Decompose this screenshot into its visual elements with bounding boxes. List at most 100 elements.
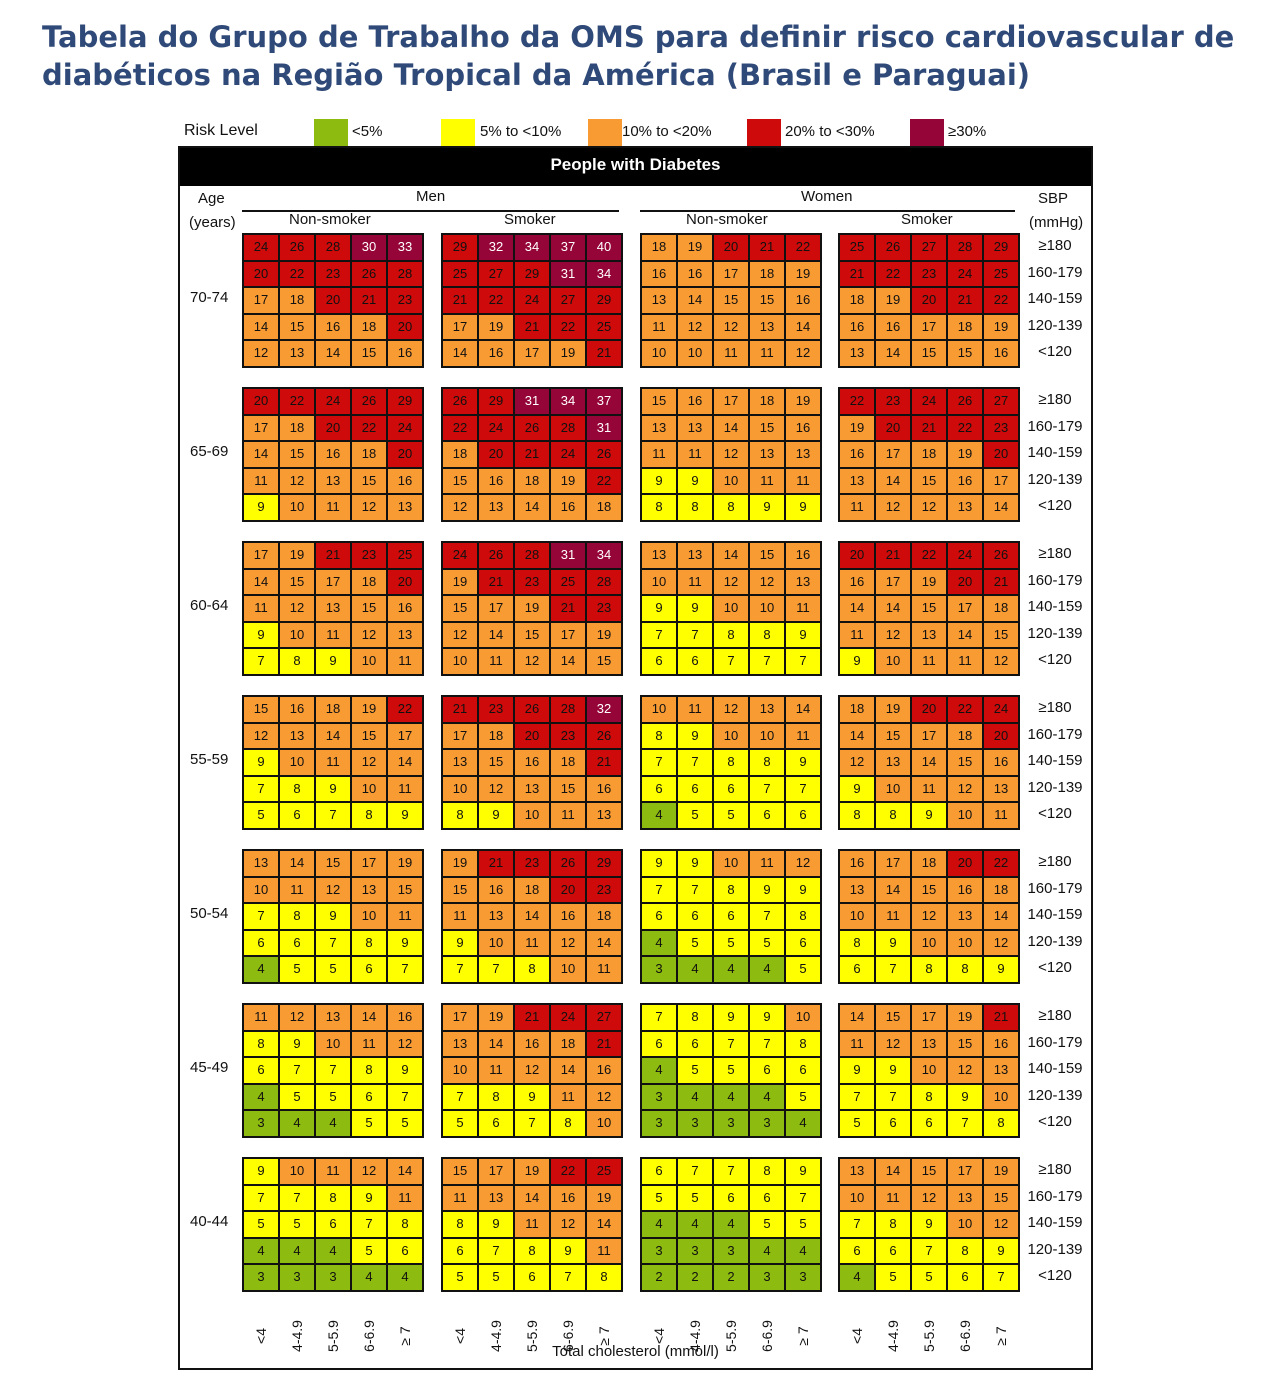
risk-cell: 11 xyxy=(984,803,1018,828)
risk-cell: 16 xyxy=(840,569,874,595)
risk-cell: 6 xyxy=(642,649,676,674)
risk-cell: 12 xyxy=(587,1084,621,1110)
risk-cell: 13 xyxy=(443,750,477,775)
risk-cell: 7 xyxy=(642,750,676,775)
risk-cell: 11 xyxy=(443,1185,477,1211)
risk-cell: 6 xyxy=(244,1058,278,1083)
risk-cell: 5 xyxy=(316,957,350,982)
risk-cell: 16 xyxy=(316,442,350,467)
risk-cell: 13 xyxy=(948,495,982,520)
risk-cell: 21 xyxy=(587,1031,621,1057)
sbp-label: 160-179 xyxy=(1027,1187,1083,1205)
risk-cell: 15 xyxy=(750,543,784,568)
risk-cell: 16 xyxy=(515,1031,549,1057)
risk-cell: 12 xyxy=(714,314,748,340)
risk-cell: 9 xyxy=(750,877,784,903)
risk-cell: 11 xyxy=(750,468,784,494)
risk-cell: 21 xyxy=(587,341,621,366)
risk-cell: 8 xyxy=(280,776,314,802)
risk-cell: 9 xyxy=(984,1238,1018,1264)
risk-cell: 17 xyxy=(515,341,549,366)
risk-grid: 13 14 15 17 19 10 11 12 13 15 7 8 9 10 11 6 6 7 8 9 4 5 5 6 7 xyxy=(242,849,424,984)
risk-cell: 28 xyxy=(515,543,549,568)
risk-cell: 9 xyxy=(479,803,513,828)
risk-cell: 14 xyxy=(244,314,278,340)
risk-cell: 29 xyxy=(587,851,621,876)
risk-cell: 37 xyxy=(551,235,585,260)
risk-cell: 18 xyxy=(280,288,314,313)
risk-cell: 11 xyxy=(786,468,820,494)
risk-cell: 7 xyxy=(244,649,278,674)
risk-cell: 28 xyxy=(388,261,422,287)
risk-cell: 26 xyxy=(551,851,585,876)
risk-cell: 8 xyxy=(678,1005,712,1030)
risk-cell: 12 xyxy=(912,495,946,520)
risk-cell: 9 xyxy=(388,803,422,828)
risk-cell: 15 xyxy=(750,415,784,441)
risk-cell: 12 xyxy=(352,750,386,775)
risk-cell: 14 xyxy=(786,697,820,722)
risk-cell: 13 xyxy=(984,776,1018,802)
risk-cell: 14 xyxy=(840,596,874,621)
risk-cell: 18 xyxy=(352,442,386,467)
risk-cell: 9 xyxy=(551,1238,585,1264)
risk-cell: 25 xyxy=(840,235,874,260)
risk-grid: 15 16 17 18 19 13 13 14 15 16 11 11 12 13 13 9 9 10 11 11 8 8… xyxy=(640,387,822,522)
women-smoker-header: Smoker xyxy=(901,211,953,228)
risk-grid: 20 21 22 24 26 16 17 19 20 21 14 14 15 17 18 11 12 13 14 15… xyxy=(838,541,1020,676)
risk-cell: 4 xyxy=(840,1265,874,1290)
risk-cell: 8 xyxy=(912,1084,946,1110)
risk-cell: 18 xyxy=(750,389,784,414)
risk-cell: 13 xyxy=(912,622,946,648)
risk-cell: 8 xyxy=(352,1058,386,1083)
risk-cell: 12 xyxy=(388,1031,422,1057)
risk-cell: 14 xyxy=(714,543,748,568)
risk-cell: 3 xyxy=(678,1238,712,1264)
risk-cell: 4 xyxy=(750,1084,784,1110)
risk-cell: 16 xyxy=(388,341,422,366)
risk-cell: 10 xyxy=(515,803,549,828)
risk-cell: 28 xyxy=(551,415,585,441)
risk-cell: 4 xyxy=(750,957,784,982)
risk-cell: 8 xyxy=(714,750,748,775)
risk-cell: 26 xyxy=(352,261,386,287)
risk-cell: 11 xyxy=(388,649,422,674)
risk-cell: 10 xyxy=(912,930,946,956)
risk-grid: 16 17 18 20 22 13 14 15 16 18 10 11 12 13 14 8 9 10 10 12 6 7… xyxy=(838,849,1020,984)
risk-cell: 14 xyxy=(876,596,910,621)
sbp-label: 160-179 xyxy=(1027,725,1083,743)
risk-cell: 11 xyxy=(352,1031,386,1057)
risk-cell: 16 xyxy=(388,596,422,621)
risk-cell: 5 xyxy=(714,930,748,956)
risk-cell: 13 xyxy=(388,495,422,520)
risk-cell: 28 xyxy=(948,235,982,260)
risk-cell: 11 xyxy=(316,495,350,520)
risk-cell: 19 xyxy=(948,442,982,467)
risk-cell: 12 xyxy=(479,776,513,802)
risk-cell: 14 xyxy=(786,314,820,340)
risk-cell: 4 xyxy=(786,1238,820,1264)
risk-cell: 21 xyxy=(750,235,784,260)
risk-cell: 9 xyxy=(786,622,820,648)
risk-cell: 5 xyxy=(244,803,278,828)
risk-cell: 26 xyxy=(984,543,1018,568)
risk-cell: 14 xyxy=(551,649,585,674)
risk-cell: 13 xyxy=(479,1185,513,1211)
risk-cell: 29 xyxy=(984,235,1018,260)
sbp-label: 140-159 xyxy=(1027,290,1083,308)
risk-cell: 3 xyxy=(714,1238,748,1264)
legend-item-label: <5% xyxy=(352,123,383,140)
risk-cell: 26 xyxy=(515,415,549,441)
risk-cell: 12 xyxy=(876,495,910,520)
risk-cell: 17 xyxy=(316,569,350,595)
risk-cell: 19 xyxy=(515,1159,549,1184)
risk-cell: 26 xyxy=(587,723,621,749)
risk-cell: 15 xyxy=(948,1031,982,1057)
risk-cell: 10 xyxy=(280,495,314,520)
risk-cell: 28 xyxy=(587,569,621,595)
risk-cell: 19 xyxy=(352,697,386,722)
risk-cell: 7 xyxy=(786,776,820,802)
risk-cell: 7 xyxy=(642,877,676,903)
risk-cell: 11 xyxy=(388,1185,422,1211)
risk-cell: 16 xyxy=(551,1185,585,1211)
